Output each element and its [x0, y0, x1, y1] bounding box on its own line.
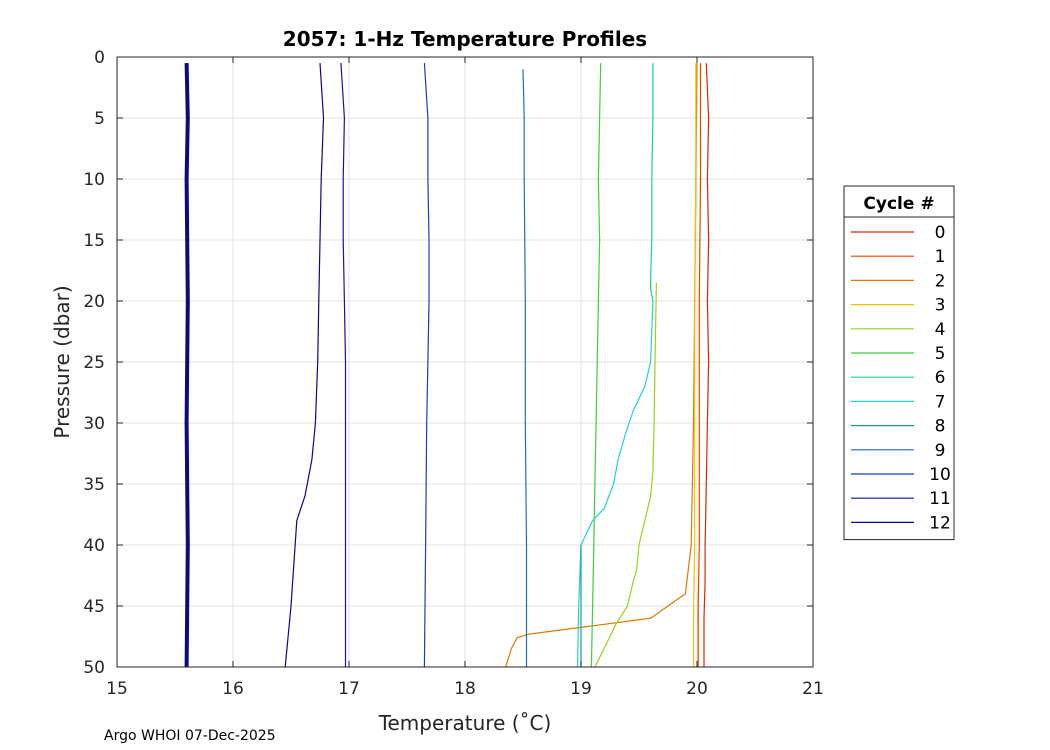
- x-tick-label: 19: [570, 679, 592, 699]
- profile-line-cycle-0: [703, 63, 710, 667]
- legend-label: 9: [935, 441, 946, 461]
- x-tick-label: 15: [106, 679, 128, 699]
- y-tick-label: 0: [94, 48, 105, 68]
- y-tick-label: 5: [94, 109, 105, 129]
- legend-label: 8: [935, 417, 946, 437]
- legend-label: 2: [935, 271, 946, 291]
- profile-line-cycle-6: [649, 63, 654, 302]
- profile-line-cycle-9: [522, 69, 528, 667]
- y-tick-label: 45: [83, 597, 105, 617]
- y-tick-label: 40: [83, 536, 105, 556]
- legend-label: 1: [935, 247, 946, 267]
- profile-line-cycle-3: [692, 63, 697, 667]
- profile-line-cycle-5: [590, 63, 602, 668]
- y-tick-label: 35: [83, 475, 105, 495]
- x-tick-label: 17: [338, 679, 360, 699]
- y-tick-label: 20: [83, 292, 105, 312]
- x-tick-label: 20: [686, 679, 708, 699]
- x-axis-label: Temperature (˚C): [378, 711, 552, 735]
- legend-label: 12: [929, 513, 951, 533]
- x-tick-label: 18: [454, 679, 476, 699]
- legend-label: 3: [935, 296, 946, 316]
- x-axis: 15 16 17 18 19 20 21: [106, 57, 824, 699]
- y-tick-label: 25: [83, 353, 105, 373]
- profile-line-cycle-1: [697, 63, 702, 667]
- y-axis-label: Pressure (dbar): [50, 285, 74, 438]
- profile-line-cycle-4: [594, 282, 657, 668]
- y-tick-label: 10: [83, 170, 105, 190]
- profile-line-cycle-10: [423, 63, 430, 668]
- legend-label: 11: [929, 489, 951, 509]
- y-axis: 0 5 10 15 20 25 30 35 40 45 50: [83, 48, 813, 678]
- chart-title: 2057: 1-Hz Temperature Profiles: [283, 27, 647, 51]
- y-tick-label: 15: [83, 231, 105, 251]
- legend-label: 0: [935, 223, 946, 243]
- y-tick-label: 50: [83, 658, 105, 678]
- legend-label: 4: [935, 320, 946, 340]
- profile-line-cycle-extra-13: [184, 63, 190, 668]
- legend-box: [843, 185, 955, 541]
- footer-credit: Argo WHOI 07-Dec-2025: [104, 728, 276, 744]
- profile-line-cycle-11: [340, 63, 347, 667]
- x-tick-label: 21: [802, 679, 824, 699]
- legend-title: Cycle #: [863, 194, 934, 214]
- legend-label: 6: [935, 368, 946, 388]
- profile-line-cycle-2: [505, 63, 698, 668]
- x-tick-label: 16: [222, 679, 244, 699]
- legend-label: 5: [935, 344, 946, 364]
- profile-line-cycle-12: [284, 63, 325, 668]
- profile-lines: [184, 63, 710, 668]
- legend-label: 7: [935, 392, 946, 412]
- legend-label: 10: [929, 465, 951, 485]
- y-tick-label: 30: [83, 414, 105, 434]
